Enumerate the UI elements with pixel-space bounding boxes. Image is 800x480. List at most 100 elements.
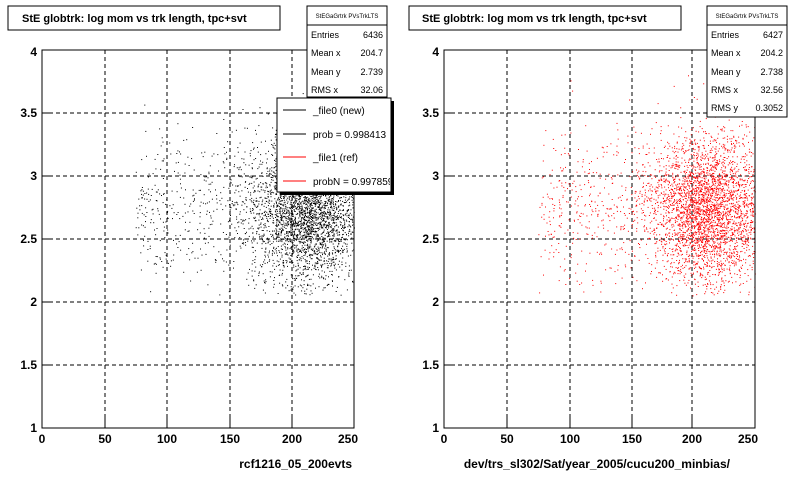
scatter-point [723, 269, 725, 271]
scatter-point [649, 188, 651, 190]
scatter-point [278, 261, 280, 263]
scatter-point [736, 230, 738, 232]
scatter-point [145, 221, 146, 223]
scatter-point [239, 176, 241, 178]
scatter-point [320, 225, 322, 227]
scatter-point [311, 258, 313, 260]
scatter-point [736, 222, 738, 224]
scatter-point [257, 186, 259, 188]
scatter-point [310, 204, 311, 206]
scatter-point [328, 233, 330, 235]
scatter-point [330, 195, 332, 196]
scatter-point [327, 217, 329, 219]
scatter-point [686, 189, 688, 190]
scatter-point [179, 234, 181, 236]
scatter-point [318, 200, 320, 202]
scatter-point [312, 217, 314, 219]
scatter-point [336, 286, 338, 288]
scatter-point [333, 219, 335, 221]
scatter-point [304, 218, 306, 220]
scatter-point [620, 229, 622, 231]
scatter-point [306, 233, 308, 235]
scatter-point [676, 141, 678, 143]
scatter-point [152, 208, 154, 210]
scatter-point [281, 239, 283, 241]
scatter-point [239, 245, 241, 247]
scatter-point [319, 213, 321, 215]
scatter-point [729, 195, 731, 197]
scatter-point [643, 204, 645, 206]
scatter-point [145, 207, 147, 209]
scatter-point [610, 208, 612, 210]
scatter-point [744, 201, 746, 203]
scatter-point [342, 249, 344, 251]
scatter-point [320, 208, 322, 210]
scatter-point [572, 182, 574, 184]
scatter-point [543, 218, 545, 220]
scatter-point [310, 228, 312, 230]
scatter-point [718, 204, 720, 206]
scatter-point [700, 166, 702, 168]
scatter-point [695, 194, 697, 196]
scatter-point [281, 230, 283, 231]
scatter-point [297, 212, 299, 214]
scatter-point [706, 240, 708, 242]
scatter-point [292, 220, 294, 222]
scatter-point [660, 126, 662, 128]
scatter-point [321, 202, 323, 204]
scatter-point [310, 246, 312, 248]
scatter-point [325, 201, 327, 203]
scatter-point [301, 227, 303, 229]
scatter-point [604, 187, 605, 189]
scatter-point [546, 193, 548, 195]
scatter-point [680, 211, 681, 213]
scatter-point [170, 265, 172, 267]
scatter-point [323, 203, 325, 205]
scatter-point [277, 216, 279, 218]
scatter-point [338, 251, 339, 253]
scatter-point [321, 224, 323, 226]
scatter-point [753, 171, 754, 173]
scatter-point [189, 259, 191, 261]
scatter-point [303, 222, 305, 224]
scatter-point [264, 197, 266, 199]
scatter-point [290, 234, 292, 236]
scatter-point [711, 225, 713, 227]
scatter-point [700, 241, 702, 243]
scatter-point [314, 262, 316, 264]
scatter-point [312, 254, 314, 256]
scatter-point [721, 162, 723, 164]
scatter-point [311, 203, 313, 205]
scatter-point [693, 188, 695, 190]
scatter-point [288, 199, 290, 201]
scatter-point [728, 179, 730, 181]
scatter-point [321, 239, 323, 241]
scatter-point [327, 203, 329, 205]
scatter-point [269, 276, 271, 278]
scatter-point [336, 232, 338, 234]
scatter-point [327, 232, 329, 234]
scatter-point [309, 217, 310, 219]
scatter-point [696, 142, 698, 144]
scatter-point [710, 222, 712, 224]
scatter-point [702, 240, 704, 242]
scatter-point [333, 234, 335, 235]
scatter-point [323, 225, 325, 227]
scatter-point [744, 179, 746, 181]
scatter-point [255, 200, 257, 202]
scatter-point [303, 242, 305, 244]
scatter-point [678, 199, 680, 201]
scatter-point [292, 246, 294, 248]
scatter-point [302, 272, 304, 274]
scatter-point [337, 246, 339, 248]
scatter-point [282, 228, 284, 230]
scatter-point [297, 248, 299, 250]
scatter-point [290, 225, 292, 227]
scatter-point [668, 170, 670, 171]
scatter-point [309, 244, 311, 246]
scatter-point [307, 268, 309, 270]
scatter-point [276, 193, 277, 195]
scatter-point [343, 227, 345, 229]
scatter-point [184, 172, 186, 174]
scatter-point [732, 178, 734, 180]
